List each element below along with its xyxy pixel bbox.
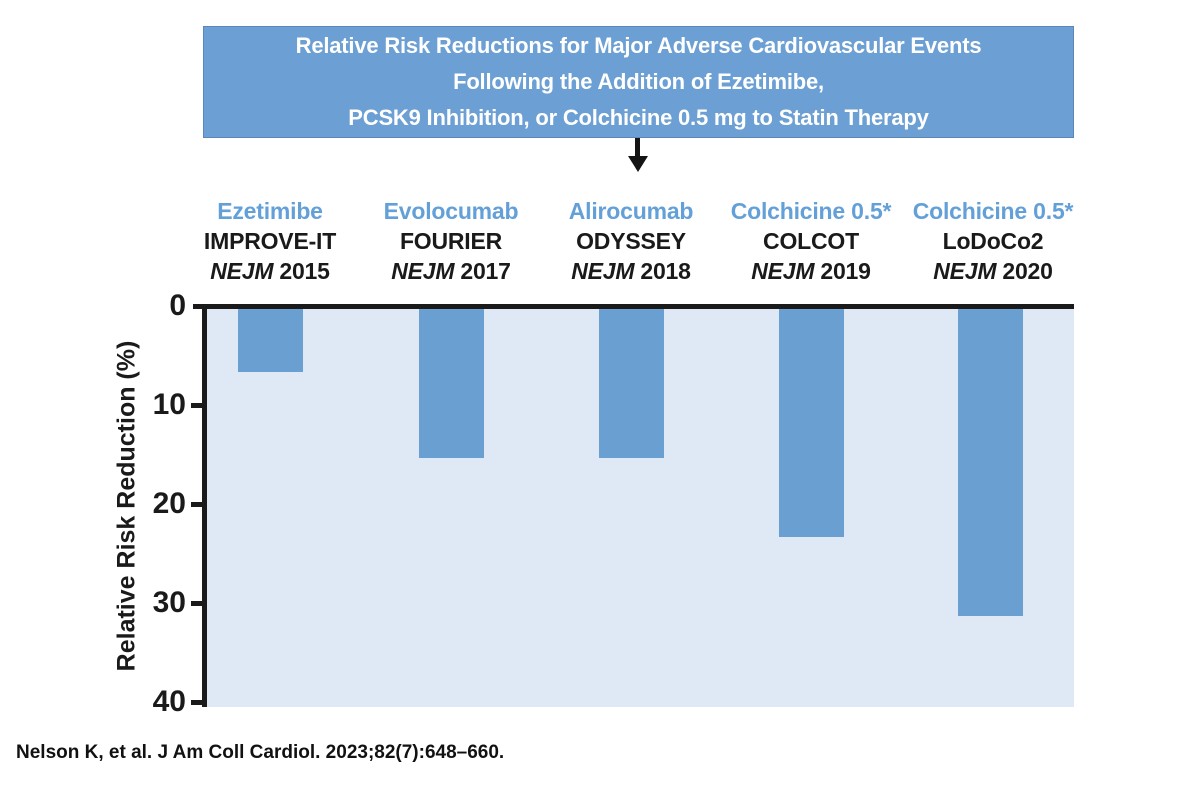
bar-odyssey xyxy=(599,309,664,458)
citation-text: Nelson K, et al. J Am Coll Cardiol. 2023… xyxy=(16,742,505,763)
title-line-3: PCSK9 Inhibition, or Colchicine 0.5 mg t… xyxy=(348,105,929,130)
y-tick-mark-40 xyxy=(191,700,203,705)
bar-improve-it xyxy=(238,309,303,373)
y-axis-line xyxy=(202,304,207,707)
y-tick-label-20: 20 xyxy=(152,487,186,520)
trial-label: LoDoCo2 xyxy=(942,228,1044,254)
y-tick-mark-10 xyxy=(191,403,203,408)
journal-year-label: NEJM 2015 xyxy=(204,256,336,286)
drug-label: Colchicine 0.5* xyxy=(730,198,892,224)
bar-fourier xyxy=(419,309,484,458)
y-tick-mark-30 xyxy=(191,601,203,606)
trial-label: FOURIER xyxy=(399,228,503,254)
column-header-fourier: Evolocumab FOURIER NEJM 2017 xyxy=(384,196,519,286)
title-banner: Relative Risk Reductions for Major Adver… xyxy=(203,26,1074,138)
journal-name: NEJM xyxy=(751,258,815,284)
drug-label: Alirocumab xyxy=(568,198,694,224)
drug-label: Evolocumab xyxy=(383,198,519,224)
y-tick-mark-20 xyxy=(191,502,203,507)
journal-name: NEJM xyxy=(571,258,635,284)
y-tick-label-10: 10 xyxy=(152,388,186,421)
column-header-colcot: Colchicine 0.5* COLCOT NEJM 2019 xyxy=(731,196,892,286)
bar-colcot xyxy=(779,309,844,537)
y-tick-label-40: 40 xyxy=(152,685,186,718)
column-header-odyssey: Alirocumab ODYSSEY NEJM 2018 xyxy=(569,196,694,286)
journal-year: 2015 xyxy=(279,258,330,284)
journal-year-label: NEJM 2019 xyxy=(731,256,892,286)
journal-name: NEJM xyxy=(210,258,274,284)
journal-year: 2020 xyxy=(1002,258,1053,284)
journal-year: 2018 xyxy=(640,258,691,284)
journal-year-label: NEJM 2017 xyxy=(384,256,519,286)
drug-label: Ezetimibe xyxy=(217,198,323,224)
column-header-improve-it: Ezetimibe IMPROVE-IT NEJM 2015 xyxy=(204,196,336,286)
drug-label: Colchicine 0.5* xyxy=(912,198,1074,224)
column-header-lodoco2: Colchicine 0.5* LoDoCo2 NEJM 2020 xyxy=(913,196,1074,286)
title-line-2: Following the Addition of Ezetimibe, xyxy=(453,69,824,94)
trial-label: ODYSSEY xyxy=(576,228,686,254)
trial-label: COLCOT xyxy=(763,228,859,254)
bar-lodoco2 xyxy=(958,309,1023,616)
zero-baseline xyxy=(193,304,1074,309)
journal-year: 2017 xyxy=(460,258,511,284)
down-arrow-icon xyxy=(635,138,640,157)
down-arrow-head-icon xyxy=(628,156,648,172)
title-line-1: Relative Risk Reductions for Major Adver… xyxy=(295,33,982,58)
journal-year: 2019 xyxy=(820,258,871,284)
journal-year-label: NEJM 2020 xyxy=(913,256,1074,286)
journal-name: NEJM xyxy=(933,258,997,284)
journal-name: NEJM xyxy=(391,258,455,284)
y-tick-label-30: 30 xyxy=(152,586,186,619)
y-tick-label-0: 0 xyxy=(169,289,186,322)
journal-year-label: NEJM 2018 xyxy=(569,256,694,286)
y-axis-title: Relative Risk Reduction (%) xyxy=(112,340,141,672)
trial-label: IMPROVE-IT xyxy=(203,228,337,254)
